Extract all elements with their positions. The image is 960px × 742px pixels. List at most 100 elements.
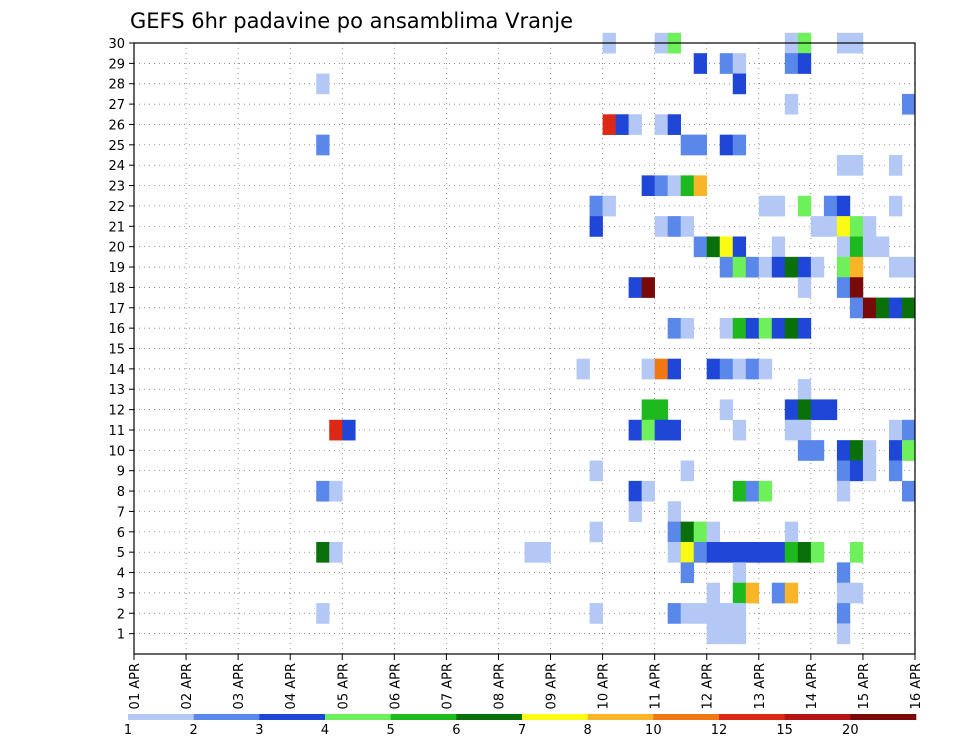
x-tick-label: 07 APR <box>440 663 455 709</box>
precip-cell <box>771 195 786 217</box>
precip-cell <box>732 562 747 584</box>
y-tick-label: 6 <box>117 526 125 541</box>
y-tick-label: 29 <box>108 57 125 72</box>
precip-cell <box>797 256 812 278</box>
precip-cell <box>641 419 655 441</box>
y-tick-label: 10 <box>108 444 125 459</box>
legend-swatch <box>587 714 654 720</box>
precip-cell <box>589 460 603 482</box>
precip-cell <box>784 521 799 543</box>
precip-cell <box>888 440 903 461</box>
precip-cell <box>810 399 825 421</box>
precip-cell <box>758 541 773 563</box>
precip-cell <box>849 155 864 176</box>
precip-cell <box>797 195 812 217</box>
precip-cell <box>784 582 799 604</box>
legend-label: 12 <box>711 723 728 738</box>
y-tick-label: 23 <box>108 180 125 195</box>
precip-cell <box>732 317 747 339</box>
precip-cell <box>797 541 812 563</box>
precip-cell <box>628 480 642 502</box>
precip-cell <box>693 521 708 543</box>
precip-cell <box>602 114 616 135</box>
precip-cell <box>667 114 681 135</box>
x-tick-label: 14 APR <box>805 663 820 709</box>
y-tick-label: 30 <box>108 37 125 52</box>
precip-cell <box>732 582 747 604</box>
precip-cell <box>849 277 864 298</box>
precip-cell <box>771 541 786 563</box>
precip-cell <box>862 236 877 258</box>
precip-cell <box>784 317 799 339</box>
precip-cell <box>745 256 760 278</box>
precip-cell <box>732 256 747 278</box>
x-tick-label: 06 APR <box>388 663 403 709</box>
precip-cell <box>849 440 864 461</box>
precip-cell <box>680 134 695 156</box>
precip-cell <box>628 114 642 135</box>
legend-label: 5 <box>387 723 395 738</box>
precip-cell <box>641 175 655 197</box>
precip-cell <box>836 623 851 645</box>
precip-cell <box>641 399 655 421</box>
precip-cell <box>901 480 916 502</box>
precip-cell <box>719 603 734 624</box>
precip-cell <box>888 155 903 176</box>
precip-cell <box>342 419 356 441</box>
precip-cell <box>719 623 734 645</box>
precip-cell <box>628 419 642 441</box>
precip-cell <box>810 216 825 237</box>
precip-cell <box>706 358 721 380</box>
precip-cell <box>797 419 812 441</box>
precip-cell <box>732 53 747 74</box>
x-tick-label: 03 APR <box>232 663 247 709</box>
legend-label: 3 <box>255 723 263 738</box>
precip-cell <box>329 480 343 502</box>
color-legend: 1 2 3 4 5 6 7 8 10 12 15 20 <box>124 714 917 738</box>
precip-cell <box>823 399 838 421</box>
legend-swatch <box>456 714 523 720</box>
precip-cell <box>745 358 760 380</box>
precip-cell <box>589 195 603 217</box>
x-tick-label: 15 APR <box>857 663 872 709</box>
legend-swatch <box>193 714 260 720</box>
precip-cell <box>667 317 681 339</box>
precip-cell <box>849 541 864 563</box>
legend-label: 7 <box>518 723 526 738</box>
precip-cell <box>654 216 668 237</box>
precip-cell <box>693 53 708 74</box>
precip-cell <box>615 114 629 135</box>
precip-cell <box>797 317 812 339</box>
y-tick-label: 3 <box>117 587 125 602</box>
precip-cell <box>719 53 734 74</box>
legend-swatch <box>522 714 588 720</box>
precip-cell <box>706 623 721 645</box>
precip-cell <box>849 297 864 319</box>
x-tick-label: 02 APR <box>180 663 195 709</box>
y-tick-label: 27 <box>108 98 125 113</box>
y-tick-label: 20 <box>108 241 125 256</box>
precip-cell <box>888 460 903 482</box>
precip-cell <box>810 440 825 461</box>
precip-cell <box>862 440 877 461</box>
y-tick-label: 18 <box>108 281 125 296</box>
precip-cell <box>836 562 851 584</box>
precip-cell <box>589 521 603 543</box>
precip-cell <box>797 399 812 421</box>
precip-cell <box>654 419 668 441</box>
precip-cell <box>901 93 916 115</box>
precip-cell <box>719 399 734 421</box>
legend-swatch <box>850 714 917 720</box>
precip-cell <box>732 480 747 502</box>
y-tick-label: 2 <box>117 607 125 622</box>
precip-cell <box>654 399 668 421</box>
precip-cell <box>836 155 851 176</box>
legend-label: 8 <box>584 723 592 738</box>
precip-cell <box>888 419 903 441</box>
precip-cell <box>537 541 551 563</box>
precip-cell <box>329 541 343 563</box>
precip-cell <box>732 73 747 95</box>
precip-cell <box>771 236 786 258</box>
precip-cell <box>316 134 330 156</box>
y-tick-label: 25 <box>108 139 125 154</box>
